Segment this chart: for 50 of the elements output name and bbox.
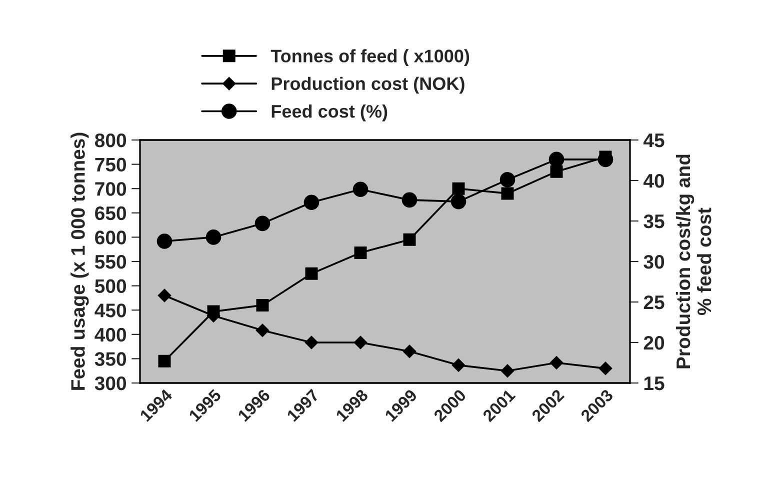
y2-tick-label: 35 bbox=[644, 214, 664, 228]
y2-tick-label: 40 bbox=[643, 174, 664, 188]
legend-label: Tonnes of feed ( x1000) bbox=[270, 49, 470, 66]
point bbox=[305, 267, 318, 280]
point bbox=[500, 172, 516, 188]
point bbox=[548, 152, 564, 168]
y2-tick-label: 45 bbox=[643, 134, 664, 148]
y-tick-label: 400 bbox=[94, 328, 126, 342]
point bbox=[254, 216, 270, 232]
point bbox=[256, 324, 270, 337]
point bbox=[256, 298, 269, 312]
point bbox=[450, 194, 466, 210]
point bbox=[452, 358, 466, 372]
point bbox=[207, 305, 220, 318]
y-tick-label: 500 bbox=[94, 279, 126, 294]
point bbox=[304, 194, 320, 210]
y-tick-label: 650 bbox=[95, 206, 126, 220]
point bbox=[354, 336, 368, 350]
point bbox=[402, 344, 416, 358]
point bbox=[550, 356, 564, 370]
y-tick-label: 800 bbox=[94, 133, 126, 148]
y-tick-label: 750 bbox=[95, 158, 126, 172]
point bbox=[550, 165, 563, 178]
y2-tick-label: 15 bbox=[644, 376, 664, 390]
y2-axis-title: Production cost/kg and % feed cost bbox=[676, 154, 712, 368]
y-tick-label: 300 bbox=[94, 376, 126, 390]
point bbox=[501, 187, 514, 200]
y-tick-label: 350 bbox=[94, 352, 126, 366]
point bbox=[500, 364, 514, 378]
legend-label: Feed cost (%) bbox=[272, 104, 388, 122]
point bbox=[304, 336, 318, 350]
y-axis-title: Feed usage (x 1 000 tonnes) bbox=[70, 132, 89, 390]
point bbox=[402, 192, 418, 208]
y-tick-label: 550 bbox=[94, 254, 126, 269]
point bbox=[206, 230, 222, 245]
point bbox=[598, 362, 612, 376]
y2-tick-label: 30 bbox=[644, 254, 664, 269]
point bbox=[158, 288, 172, 302]
point bbox=[354, 246, 367, 259]
point bbox=[403, 233, 416, 246]
point bbox=[158, 354, 171, 368]
point bbox=[352, 182, 368, 198]
point bbox=[156, 234, 172, 249]
y2-tick-label: 20 bbox=[644, 336, 664, 350]
y-tick-label: 700 bbox=[95, 182, 126, 196]
y-tick-label: 450 bbox=[94, 304, 126, 318]
legend-label: Production cost (NOK) bbox=[272, 76, 464, 94]
y-tick-label: 600 bbox=[95, 230, 126, 244]
y2-tick-label: 25 bbox=[644, 295, 664, 310]
point bbox=[452, 182, 465, 195]
